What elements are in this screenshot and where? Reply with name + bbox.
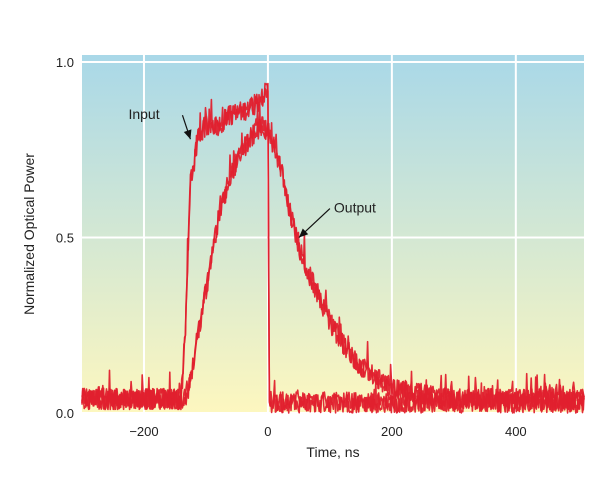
series-lines <box>81 82 585 414</box>
x-tick-label: 0 <box>264 424 271 439</box>
y-tick-label: 1.0 <box>56 55 74 70</box>
grid-lines <box>82 55 584 414</box>
y-tick-label: 0.5 <box>56 231 74 246</box>
x-tick-label: 400 <box>505 424 527 439</box>
annotation-label-input: Input <box>128 106 159 122</box>
plot-background <box>82 55 584 413</box>
y-axis-label: Normalized Optical Power <box>21 153 37 315</box>
y-tick-label: 0.0 <box>56 406 74 421</box>
x-tick-label: −200 <box>129 424 158 439</box>
x-tick-label: 200 <box>381 424 403 439</box>
annotation-label-output: Output <box>334 200 376 216</box>
arrowhead <box>298 228 309 238</box>
x-axis-label: Time, ns <box>306 444 359 460</box>
series-line-output <box>81 110 585 411</box>
axes: 0.0 0.5 1.0 −200 0 200 400 <box>56 55 527 439</box>
annotations: Input Output <box>128 106 376 238</box>
arrowhead <box>183 129 192 140</box>
